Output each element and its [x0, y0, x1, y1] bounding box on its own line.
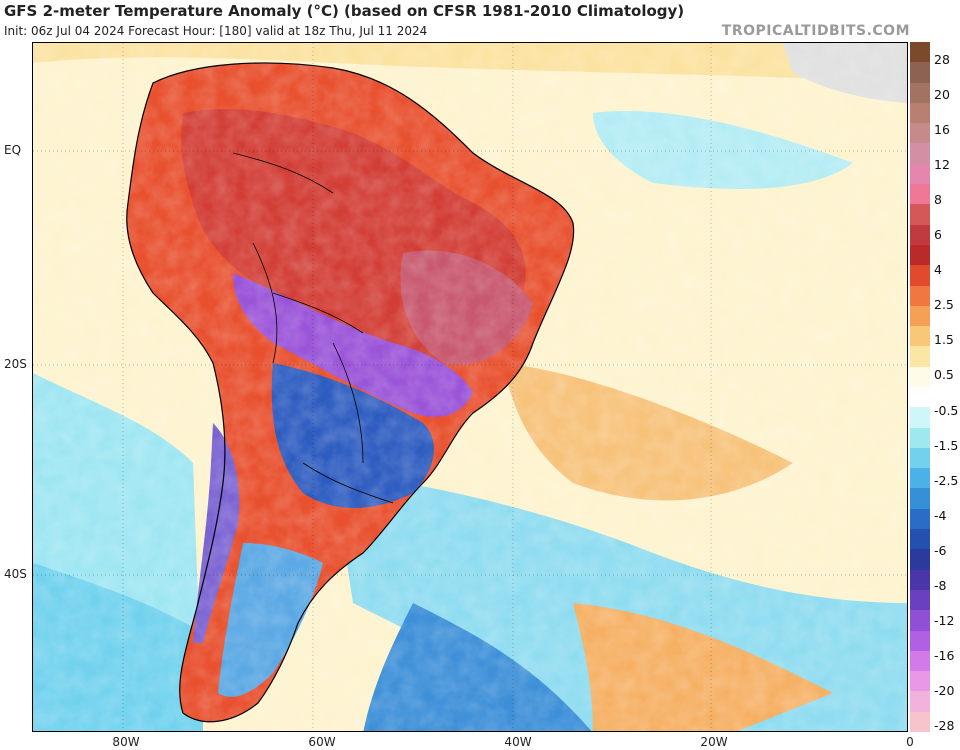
colorbar-swatch: [910, 42, 930, 63]
colorbar-swatch: [910, 184, 930, 205]
colorbar-swatch: [910, 610, 930, 632]
colorbar-label: 28: [934, 52, 950, 67]
colorbar-swatch: [910, 691, 930, 713]
colorbar-swatch: [910, 305, 930, 327]
texture-overlay: [33, 43, 907, 731]
chart-subtitle: Init: 06z Jul 04 2024 Forecast Hour: [18…: [4, 24, 428, 38]
colorbar-swatch: [910, 62, 930, 84]
colorbar-swatch: [910, 224, 930, 246]
colorbar-label: 20: [934, 87, 950, 103]
colorbar-label: -16: [934, 647, 955, 663]
colorbar-swatch: [910, 326, 930, 347]
colorbar: 28 20 16 12 8 6 4 2.5 1.5 0.5 -0.5 -1.5 -2.5 -4 -6 -8 -1…: [910, 42, 960, 733]
coastline: [126, 62, 575, 723]
colorbar-swatch: [910, 589, 930, 611]
colorbar-label: 6: [934, 227, 942, 243]
colorbar-label: -20: [934, 682, 955, 698]
colorbar-label: 0.5: [934, 367, 954, 383]
colorbar-swatch: [910, 163, 930, 185]
colorbar-swatch: [910, 244, 930, 266]
colorbar-swatch: [910, 569, 930, 591]
colorbar-swatch: [910, 123, 930, 144]
colorbar-label: 4: [934, 262, 942, 278]
colorbar-swatch: [910, 671, 930, 692]
lon-label-40w: 40W: [504, 735, 532, 749]
colorbar-swatch: [910, 143, 930, 165]
chart-title: GFS 2-meter Temperature Anomaly (°C) (ba…: [4, 2, 685, 20]
colorbar-label: 2.5: [934, 297, 954, 313]
colorbar-label: 16: [934, 122, 950, 138]
colorbar-swatch: [910, 650, 930, 672]
colorbar-label: -6: [934, 542, 947, 558]
colorbar-swatch: [910, 407, 930, 429]
brand-watermark[interactable]: TROPICALTIDBITS.COM: [721, 23, 910, 39]
colorbar-swatch: [910, 265, 930, 287]
colorbar-swatch: [910, 549, 930, 571]
colorbar-swatch: [910, 447, 930, 469]
lon-label-0: 0: [906, 735, 914, 749]
lon-label-60w: 60W: [308, 735, 336, 749]
colorbar-swatch: [910, 366, 930, 388]
colorbar-label: -1.5: [934, 437, 959, 453]
colorbar-swatch: [910, 204, 930, 226]
colorbar-label: -4: [934, 507, 947, 523]
lat-label-20s: 20S: [4, 357, 27, 371]
colorbar-swatch: [910, 508, 930, 530]
graticule: [33, 43, 907, 731]
colorbar-label: -28: [934, 718, 955, 733]
colorbar-label: -12: [934, 612, 955, 628]
lon-label-80w: 80W: [112, 735, 140, 749]
lat-label-eq: EQ: [4, 143, 22, 157]
colorbar-label: 8: [934, 192, 942, 208]
colorbar-swatch: [910, 387, 930, 408]
colorbar-swatch: [910, 82, 930, 104]
map-graphic: [33, 43, 907, 731]
colorbar-swatch: [910, 285, 930, 307]
colorbar-swatch: [910, 529, 930, 550]
lat-label-40s: 40S: [4, 567, 27, 581]
colorbar-swatch: [910, 468, 930, 489]
lon-label-20w: 20W: [700, 735, 728, 749]
colorbar-swatch: [910, 346, 930, 368]
country-borders: [232, 152, 394, 504]
colorbar-label: 1.5: [934, 332, 954, 348]
colorbar-swatch: [910, 488, 930, 510]
colorbar-label: 12: [934, 157, 950, 173]
colorbar-swatch: [910, 630, 930, 652]
anomaly-map: [32, 42, 908, 732]
colorbar-swatch: [910, 102, 930, 124]
colorbar-label: -0.5: [934, 402, 959, 418]
colorbar-swatch: [910, 711, 930, 733]
colorbar-label: -2.5: [934, 472, 959, 488]
colorbar-swatch: [910, 427, 930, 449]
colorbar-label: -8: [934, 577, 947, 593]
